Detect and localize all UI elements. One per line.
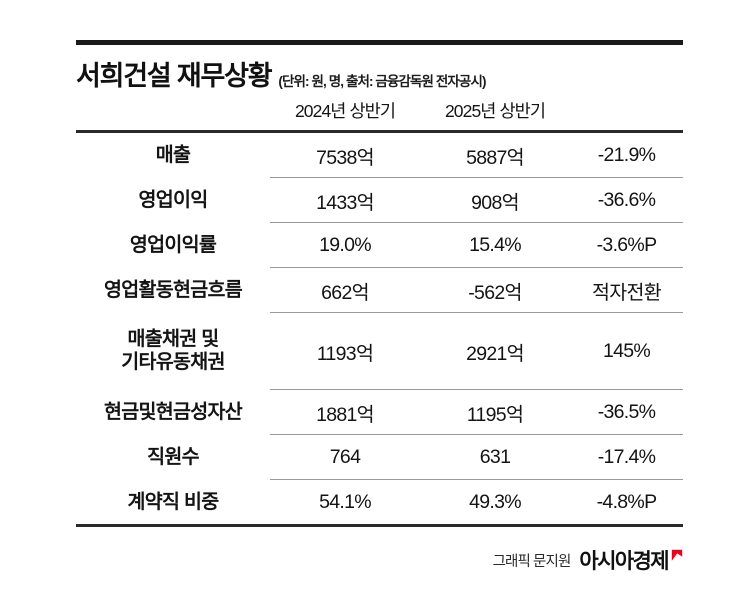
cell-change: -3.6%P xyxy=(570,222,683,268)
cell-2024: 662억 xyxy=(270,267,420,313)
cell-2024: 1193억 xyxy=(270,312,420,390)
cell-2025: 908억 xyxy=(420,177,570,223)
page-subtitle: (단위: 원, 명, 출처: 금융감독원 전자공시) xyxy=(278,74,486,89)
row-label: 계약직 비중 xyxy=(76,479,270,527)
cell-2024: 1881억 xyxy=(270,389,420,435)
footer-credit: 그래픽 문지원 아시아경제 xyxy=(493,545,683,575)
cell-change: 145% xyxy=(570,312,683,390)
row-label: 매출채권 및 기타유동채권 xyxy=(76,312,270,390)
table-row: 직원수 764 631 -17.4% xyxy=(76,434,683,480)
cell-2025: 631 xyxy=(420,434,570,480)
row-label: 영업이익률 xyxy=(76,222,270,268)
table-row: 영업이익률 19.0% 15.4% -3.6%P xyxy=(76,222,683,268)
cell-2025: 5887억 xyxy=(420,130,570,178)
cell-2025: 2921억 xyxy=(420,312,570,390)
graphic-credit-text: 그래픽 문지원 xyxy=(492,553,572,570)
table-row: 계약직 비중 54.1% 49.3% -4.8%P xyxy=(76,479,683,527)
cell-change: -4.8%P xyxy=(570,479,683,527)
cell-2025: 1195억 xyxy=(420,389,570,435)
cell-change: -36.5% xyxy=(570,389,683,435)
cell-change: -17.4% xyxy=(570,434,683,480)
table-row: 영업활동현금흐름 662억 -562억 적자전환 xyxy=(76,267,683,313)
cell-change: -36.6% xyxy=(570,177,683,223)
table-header-row: 2024년 상반기 2025년 상반기 xyxy=(76,98,683,132)
table-body: 매출 7538억 5887억 -21.9% 영업이익 1433억 908억 -3… xyxy=(76,130,683,527)
cell-2024: 19.0% xyxy=(270,222,420,268)
table-row: 매출채권 및 기타유동채권 1193억 2921억 145% xyxy=(76,312,683,390)
row-label: 영업활동현금흐름 xyxy=(76,267,270,313)
row-label-line2: 기타유동채권 xyxy=(121,351,225,373)
row-label: 영업이익 xyxy=(76,177,270,223)
cell-2025: 15.4% xyxy=(420,222,570,268)
cell-2025: -562억 xyxy=(420,267,570,313)
column-header-change xyxy=(570,98,683,132)
cell-change: -21.9% xyxy=(570,130,683,178)
column-header-2025: 2025년 상반기 xyxy=(420,98,570,132)
top-divider-rule xyxy=(76,40,683,45)
row-label: 직원수 xyxy=(76,434,270,480)
row-label: 매출 xyxy=(76,130,270,178)
table-row: 매출 7538억 5887억 -21.9% xyxy=(76,130,683,178)
table-header: 2024년 상반기 2025년 상반기 xyxy=(76,98,683,132)
column-header-label xyxy=(76,98,270,132)
title-block: 서희건설 재무상황 (단위: 원, 명, 출처: 금융감독원 전자공시) xyxy=(76,50,683,90)
row-label-line1: 매출채권 및 xyxy=(127,328,220,351)
table-row: 영업이익 1433억 908억 -36.6% xyxy=(76,177,683,223)
cell-2025: 49.3% xyxy=(420,479,570,527)
cell-2024: 764 xyxy=(270,434,420,480)
cell-2024: 7538억 xyxy=(270,130,420,178)
cell-2024: 54.1% xyxy=(270,479,420,527)
row-label: 현금및현금성자산 xyxy=(76,389,270,435)
cell-change: 적자전환 xyxy=(570,267,683,313)
brand-pennant-icon xyxy=(671,549,683,562)
brand-name: 아시아경제 xyxy=(579,550,669,573)
table-row: 현금및현금성자산 1881억 1195억 -36.5% xyxy=(76,389,683,435)
cell-2024: 1433억 xyxy=(270,177,420,223)
financial-table: 2024년 상반기 2025년 상반기 매출 7538억 5887억 -21.9… xyxy=(76,98,683,527)
page-title: 서희건설 재무상황 xyxy=(76,61,273,91)
column-header-2024: 2024년 상반기 xyxy=(270,98,420,132)
